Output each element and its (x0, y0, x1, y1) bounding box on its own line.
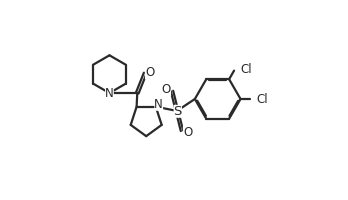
Text: N: N (155, 98, 163, 111)
Text: O: O (183, 126, 192, 139)
Text: O: O (145, 66, 154, 79)
Text: Cl: Cl (256, 93, 268, 106)
Text: O: O (162, 83, 171, 96)
Text: Cl: Cl (240, 63, 252, 76)
Text: N: N (105, 87, 114, 100)
Text: S: S (174, 105, 182, 118)
